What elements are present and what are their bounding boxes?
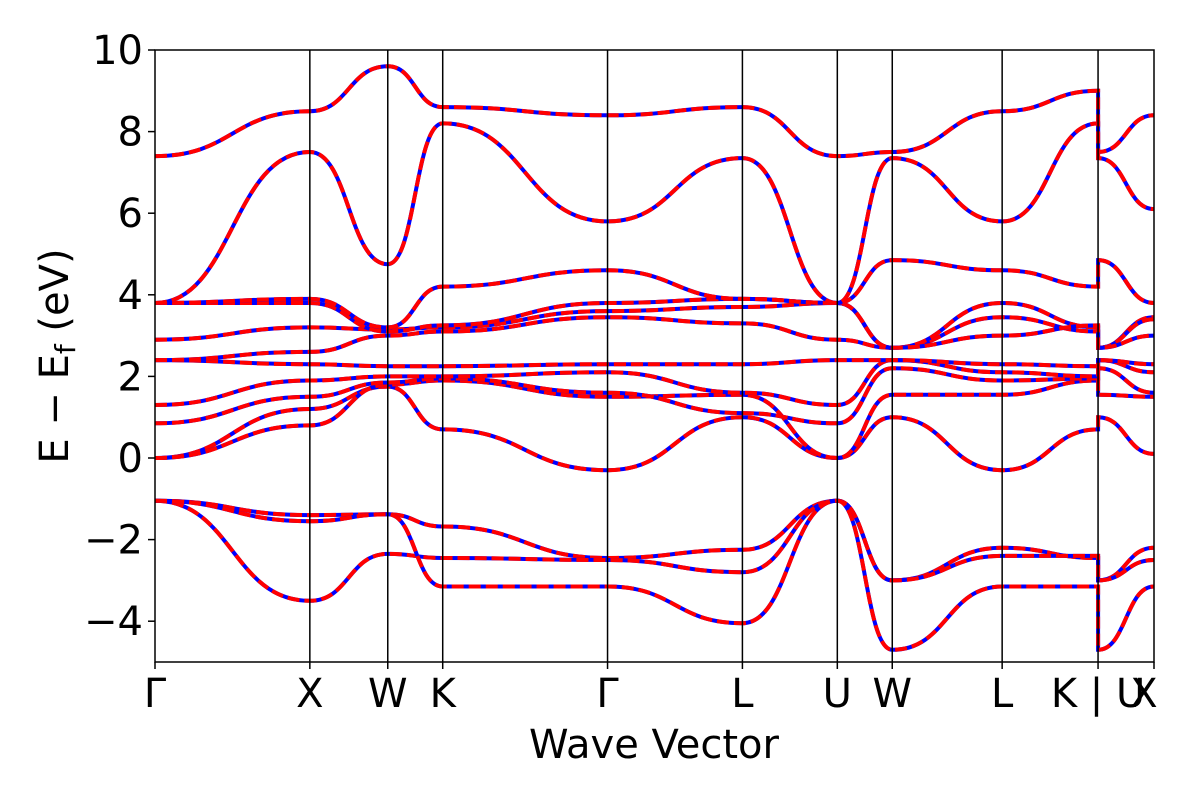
- y-tick-label-2: 8: [118, 110, 143, 156]
- x-tick-label-9: L: [991, 671, 1014, 717]
- y-tick-label-4: 4: [118, 273, 143, 319]
- band-line-13: [155, 121, 1154, 306]
- y-tick-label-5: 2: [118, 354, 143, 400]
- y-axis-title-unit: (eV): [32, 248, 78, 344]
- bands-layer: [155, 64, 1154, 652]
- band-line-blue-5: [155, 378, 1154, 461]
- x-tick-label-5: Γ: [596, 671, 619, 717]
- y-tick-label-3: 6: [118, 191, 143, 237]
- y-axis-title-subscript: f: [49, 343, 82, 354]
- band-line-4: [155, 384, 1154, 473]
- y-tick-label-1: 10: [92, 28, 143, 74]
- band-line-7: [155, 358, 1154, 408]
- kpoint-lines-layer: [309, 50, 1099, 662]
- x-tick-label-1: Γ: [144, 671, 167, 717]
- x-tick-label-3: W: [368, 671, 408, 717]
- band-line-3: [155, 498, 1154, 652]
- band-line-9: [155, 315, 1154, 363]
- x-tick-label-7: U: [823, 671, 852, 717]
- band-line-1: [155, 498, 1154, 583]
- x-tick-label-10: K | U: [1051, 671, 1145, 717]
- band-line-14: [155, 64, 1154, 159]
- band-line-6: [155, 366, 1154, 426]
- y-axis-ticks: 10 8 6 4 2 0 −2 −4: [84, 28, 155, 645]
- x-tick-label-4: K: [430, 671, 458, 717]
- plot-background: [155, 50, 1154, 662]
- x-axis-title: Wave Vector: [529, 722, 780, 768]
- y-axis-title-main: E − E: [32, 354, 78, 464]
- y-tick-label-8: −4: [84, 599, 143, 645]
- plot-frame: [154, 49, 1155, 663]
- band-line-8: [155, 358, 1154, 369]
- y-tick-label-6: 0: [118, 436, 143, 482]
- x-tick-label-11: X: [1130, 671, 1157, 717]
- band-line-12: [155, 258, 1154, 330]
- x-tick-label-8: W: [872, 671, 912, 717]
- x-tick-label-6: L: [731, 671, 754, 717]
- y-axis-title: E − Ef (eV): [32, 248, 82, 463]
- y-tick-label-7: −2: [84, 518, 143, 564]
- band-line-2: [155, 498, 1154, 603]
- x-tick-label-2: X: [296, 671, 323, 717]
